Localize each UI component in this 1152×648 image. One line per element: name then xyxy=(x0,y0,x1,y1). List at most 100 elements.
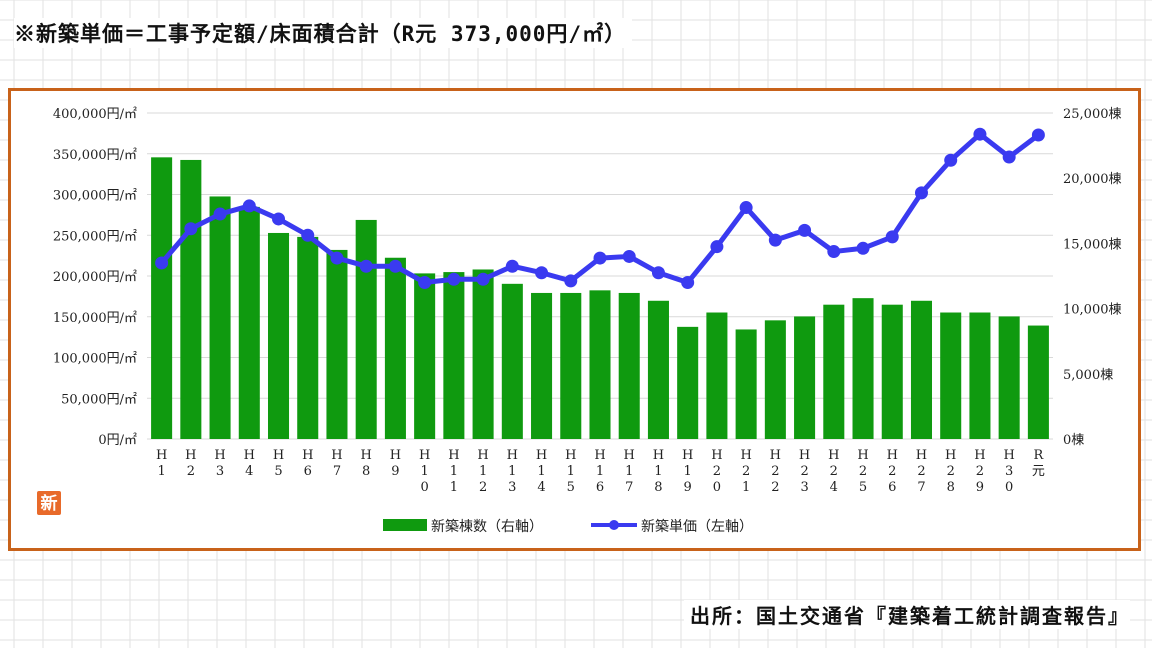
x-tick-label: 7 xyxy=(625,480,633,495)
x-tick-label: H xyxy=(244,448,255,463)
x-tick-label: 6 xyxy=(888,480,896,495)
x-tick-label: H xyxy=(273,448,284,463)
x-tick-label: H xyxy=(536,448,547,463)
bar xyxy=(180,159,202,439)
x-tick-label: 3 xyxy=(1005,464,1013,479)
line-point xyxy=(768,233,782,247)
x-tick-label: 1 xyxy=(157,464,165,479)
line-point xyxy=(651,266,665,280)
bar xyxy=(560,292,582,439)
x-tick-label: 1 xyxy=(421,464,429,479)
x-tick-label: H xyxy=(624,448,635,463)
x-tick-label: H xyxy=(770,448,781,463)
line-point xyxy=(1031,128,1045,142)
line-point xyxy=(447,272,461,286)
y-left-tick-label: 0円/㎡ xyxy=(98,433,137,448)
x-tick-label: H xyxy=(828,448,839,463)
x-tick-label: 4 xyxy=(830,480,838,495)
x-tick-label: 6 xyxy=(304,464,312,479)
x-tick-label: H xyxy=(185,448,196,463)
line-point xyxy=(973,127,987,141)
x-tick-label: H xyxy=(799,448,810,463)
x-tick-label: 2 xyxy=(771,464,779,479)
bar xyxy=(881,304,903,439)
bar xyxy=(589,290,611,439)
x-tick-label: 1 xyxy=(450,464,458,479)
line-point xyxy=(593,251,607,265)
x-tick-label: H xyxy=(945,448,956,463)
line-point xyxy=(388,259,402,273)
bar xyxy=(414,273,436,439)
x-tick-label: 0 xyxy=(713,480,721,495)
line-point xyxy=(184,222,198,236)
y-right-tick-label: 25,000棟 xyxy=(1063,107,1122,122)
x-tick-label: H xyxy=(916,448,927,463)
chart: 0円/㎡ 50,000円/㎡ 100,000円/㎡ 150,000円/㎡ 200,000… xyxy=(37,107,1122,535)
bar xyxy=(735,329,757,439)
line-point xyxy=(272,212,286,226)
bar xyxy=(706,312,728,439)
source-note: 出所：国土交通省『建築着工統計調査報告』 xyxy=(684,600,1130,629)
x-tick-label: 8 xyxy=(362,464,370,479)
x-tick-label: 5 xyxy=(859,480,867,495)
x-tick-label: 4 xyxy=(537,480,545,495)
x-tick-label: 1 xyxy=(508,464,516,479)
x-tick-label: H xyxy=(156,448,167,463)
line-point xyxy=(213,207,227,221)
x-tick-label: H xyxy=(594,448,605,463)
x-tick-label: H xyxy=(711,448,722,463)
x-tick-label: 3 xyxy=(216,464,224,479)
x-tick-label: H xyxy=(857,448,868,463)
bar xyxy=(910,300,933,439)
logo-text: 新 xyxy=(41,493,58,514)
bar xyxy=(238,206,260,439)
x-tick-label: 2 xyxy=(888,464,896,479)
bar xyxy=(531,292,553,439)
line-point xyxy=(622,249,636,263)
bar xyxy=(647,300,669,439)
x-tick-label: 1 xyxy=(742,480,750,495)
x-tick-label: H xyxy=(477,448,488,463)
x-tick-label: 1 xyxy=(596,464,604,479)
x-tick-label: 9 xyxy=(976,480,984,495)
bar xyxy=(501,283,523,439)
x-tick-label: H xyxy=(419,448,430,463)
bar xyxy=(297,236,319,439)
chart-frame: 0円/㎡ 50,000円/㎡ 100,000円/㎡ 150,000円/㎡ 200,000… xyxy=(8,88,1141,551)
line-point xyxy=(564,274,578,288)
x-tick-label: 1 xyxy=(654,464,662,479)
line-point xyxy=(914,186,928,200)
x-tick-label: 1 xyxy=(537,464,545,479)
line-point xyxy=(856,241,870,255)
legend-label-line: 新築単価（左軸） xyxy=(641,519,753,535)
bar xyxy=(969,312,991,439)
x-tick-label: 7 xyxy=(917,480,925,495)
legend-swatch-bars xyxy=(383,519,427,531)
x-tick-label: 2 xyxy=(800,464,808,479)
line-point xyxy=(535,266,549,280)
line-point xyxy=(1002,150,1016,164)
y-left-tick-label: 350,000円/㎡ xyxy=(53,148,137,163)
x-tick-label: 3 xyxy=(800,480,808,495)
x-tick-label: 1 xyxy=(479,464,487,479)
x-tick-label: 5 xyxy=(567,480,575,495)
bar xyxy=(355,219,377,439)
y-left-tick-label: 100,000円/㎡ xyxy=(53,352,137,367)
bar xyxy=(852,298,874,439)
line-point xyxy=(710,240,724,254)
x-tick-label: 1 xyxy=(450,480,458,495)
line-point xyxy=(359,259,373,273)
x-tick-label: H xyxy=(214,448,225,463)
bar xyxy=(151,157,173,439)
x-tick-label: H xyxy=(390,448,401,463)
x-tick-label: 2 xyxy=(187,464,195,479)
line-point xyxy=(885,230,899,244)
line-point xyxy=(681,276,695,290)
x-tick-label: 1 xyxy=(625,464,633,479)
x-tick-label: 2 xyxy=(917,464,925,479)
x-tick-label: 0 xyxy=(1005,480,1013,495)
y-left-tick-label: 400,000円/㎡ xyxy=(53,107,137,122)
bar xyxy=(998,316,1020,439)
x-tick-label: 3 xyxy=(508,480,516,495)
line-point xyxy=(155,256,169,270)
